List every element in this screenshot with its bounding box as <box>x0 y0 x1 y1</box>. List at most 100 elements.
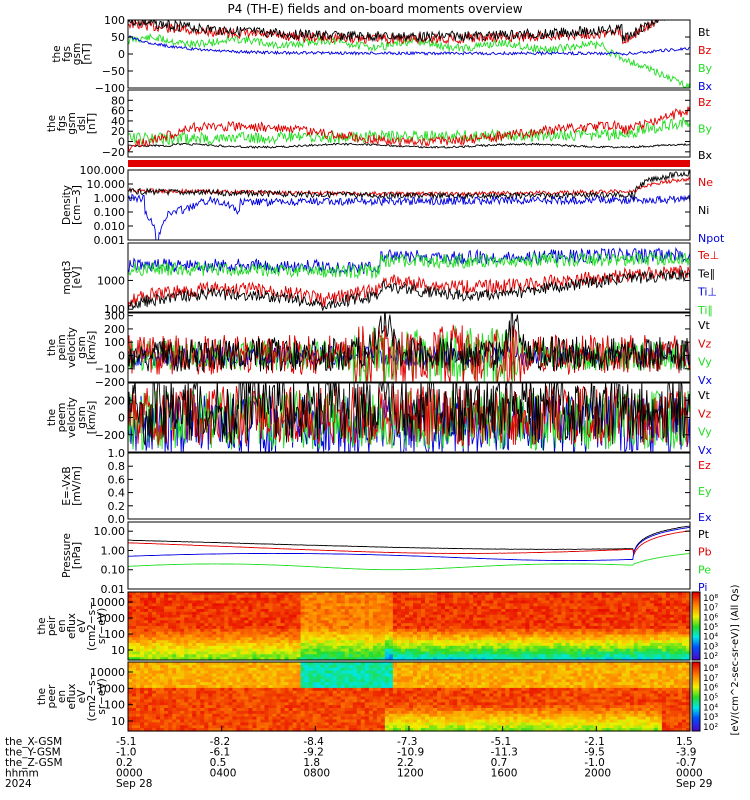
series-Npot <box>128 193 690 240</box>
panel-fgs_gsm: 100 50 0 −50 −100 thefgsgsm[nT] Bt Bz By Bx <box>51 14 713 95</box>
x-row-label: hhmm <box>5 768 39 780</box>
y-tick-label: 10 <box>111 715 125 728</box>
y-tick-label: 1.000 <box>94 192 126 205</box>
series-Ni <box>128 170 690 201</box>
x-axis: the_X-GSM -5.1 -8.2 -8.4 -7.3 -5.1 -2.1 1.5 the_… <box>5 726 713 790</box>
legend-entry: Vt <box>698 389 711 402</box>
legend-entry: Bz <box>698 96 712 109</box>
y-axis-label: thepeimvelocitygsm[km/s] <box>46 327 98 368</box>
colorbar-label: [eV/(cm^2-sec-sr-eV)] (All Qs) <box>730 584 741 735</box>
x-row-label: the_Z-GSM <box>5 757 63 769</box>
colorbar-tick: 10³ <box>703 642 718 652</box>
legend-entry: Te⊥ <box>697 249 719 262</box>
colorbar-tick: 10⁸ <box>703 594 718 604</box>
colorbar-tick: 10² <box>703 652 718 662</box>
colorbar-tick: 10⁶ <box>703 684 718 694</box>
legend-entry: Ey <box>698 485 712 498</box>
y-tick-label: 0.0 <box>108 513 126 526</box>
x-tick-label: -5.1 <box>116 736 137 748</box>
colorbar-tick: 10⁵ <box>703 623 718 633</box>
x-tick-label: -8.4 <box>303 736 324 748</box>
x-tick-label: -10.9 <box>397 747 424 759</box>
y-tick-label: 0.4 <box>108 487 126 500</box>
y-tick-label: 10.000 <box>87 178 126 191</box>
colorbar-tick: 10⁷ <box>703 674 718 684</box>
x-row-label: the_X-GSM <box>5 736 62 748</box>
x-tick-label: 1600 <box>491 768 518 780</box>
x-row-label: 2024 <box>5 778 32 790</box>
y-tick-label: −100 <box>95 82 125 95</box>
y-axis-label: Density[cm−3] <box>61 185 83 225</box>
ephemeris-strip <box>128 160 690 167</box>
y-tick-label: 100.000 <box>80 164 126 177</box>
y-axis-label: thefgsgsmdsl[nT] <box>46 112 98 134</box>
y-tick-label: 10 <box>111 644 125 657</box>
y-tick-label: 0.6 <box>108 473 126 486</box>
y-tick-label: 1.00 <box>101 544 126 557</box>
y-tick-label: 0 <box>118 349 125 362</box>
y-tick-label: 100 <box>104 336 125 349</box>
y-tick-label: 100 <box>104 14 125 27</box>
y-axis-label: thefgsgsm[nT] <box>51 43 93 65</box>
colorbar-tick: 10⁴ <box>703 633 718 643</box>
y-tick-label: 0 <box>118 136 125 149</box>
series-Vt <box>128 383 690 446</box>
legend-entry: By <box>698 62 713 75</box>
y-tick-label: 100 <box>104 303 125 316</box>
legend-entry: Vx <box>698 374 713 387</box>
y-tick-label: 50 <box>111 31 125 44</box>
y-tick-label: 1000 <box>97 682 125 695</box>
legend-entry: Ex <box>698 511 712 524</box>
colorbar-tick: 10⁷ <box>703 604 718 614</box>
y-tick-label: 100 <box>104 699 125 712</box>
y-axis-label: thepeerenefluxeV(cm2−s−sr−eV) <box>36 672 108 722</box>
y-tick-label: 200 <box>104 394 125 407</box>
legend-entry: Vy <box>698 356 712 369</box>
series-Pi <box>128 526 690 562</box>
legend-entry: Ne <box>698 176 713 189</box>
x-row-label: the_Y-GSM <box>5 747 61 759</box>
y-tick-label: 200 <box>104 323 125 336</box>
y-tick-label: 20 <box>111 125 125 138</box>
series-Pe <box>128 552 690 571</box>
x-tick-label: 0000 <box>676 768 703 780</box>
y-tick-label: 60 <box>111 105 125 118</box>
series-Bx <box>128 142 690 149</box>
x-tick-label: Sep 28 <box>116 778 153 790</box>
series-Bz <box>128 105 690 152</box>
x-tick-label: Sep 29 <box>676 778 713 790</box>
y-tick-label: 80 <box>111 94 125 107</box>
y-tick-label: 0 <box>118 412 125 425</box>
y-tick-label: 300 <box>104 310 125 323</box>
x-tick-label: -3.9 <box>676 747 697 759</box>
legend-entry: Vz <box>698 337 712 350</box>
y-tick-label: 40 <box>111 115 125 128</box>
legend-entry: Bz <box>698 44 712 57</box>
panel-peer_eflux: 10000 1000 100 10thepeerenefluxeV(cm2−s−sr−… <box>36 661 691 732</box>
legend-entry: By <box>698 123 713 136</box>
x-tick-label: 2.2 <box>397 757 414 769</box>
y-axis-label: Pressure[nPa] <box>61 533 83 578</box>
y-tick-label: 0.10 <box>101 564 126 577</box>
x-tick-label: 1.5 <box>676 736 693 748</box>
y-tick-label: 10000 <box>90 666 125 679</box>
colorbar-tick: 10³ <box>703 713 718 723</box>
panel-peir_eflux: 10000 1000 100 10thepeirenefluxeV(cm2−s−sr−… <box>36 591 691 661</box>
series-By <box>128 32 690 88</box>
panel-e_vxb: 1.00.80.60.40.20.0 E=-VxB[mV/m] Ez Ey Ex <box>61 447 712 526</box>
y-tick-label: 0.010 <box>94 220 126 233</box>
legend-entry: Vt <box>698 319 711 332</box>
legend-entry: Vx <box>698 444 713 457</box>
colorbar-tick: 10⁴ <box>703 703 718 713</box>
colorbar-tick: 10⁸ <box>703 664 718 674</box>
panel-pressure: 10.00 1.00 0.10 0.01 Pressure[nPa] Pt Pb Pe Pi <box>61 521 712 596</box>
y-axis-label: E=-VxB[mV/m] <box>61 466 83 505</box>
y-axis-label: thepeirenefluxeV(cm2−s−sr−eV) <box>36 601 108 651</box>
y-tick-label: −50 <box>102 65 125 78</box>
y-tick-label: 0.8 <box>108 460 126 473</box>
legend-entry: Bt <box>698 26 711 39</box>
y-tick-label: 10.00 <box>94 525 126 538</box>
